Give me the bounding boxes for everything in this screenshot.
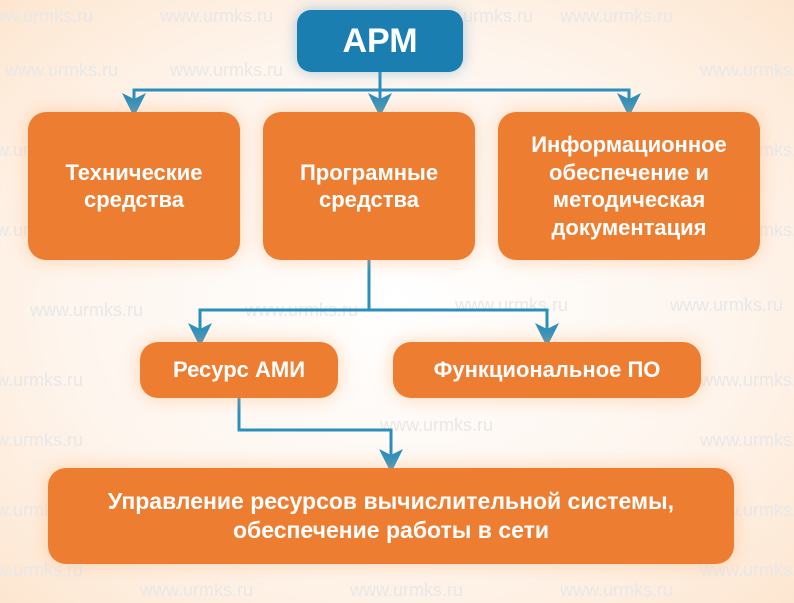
node-tech-label: Технические средства [42, 159, 226, 214]
node-root-label: АРМ [342, 20, 417, 63]
node-info-label: Информационное обеспечение и методическа… [512, 131, 746, 241]
node-root: АРМ [297, 10, 463, 72]
node-tech: Технические средства [28, 112, 240, 260]
node-mgmt: Управление ресурсов вычислительной систе… [48, 468, 734, 564]
node-mgmt-label: Управление ресурсов вычислительной систе… [62, 487, 720, 545]
node-ami: Ресурс АМИ [140, 342, 338, 398]
node-soft-label: Програмные средства [277, 159, 461, 214]
node-funcpo: Функциональное ПО [393, 342, 701, 398]
node-ami-label: Ресурс АМИ [173, 356, 305, 384]
node-info: Информационное обеспечение и методическа… [498, 112, 760, 260]
node-soft: Програмные средства [263, 112, 475, 260]
node-funcpo-label: Функциональное ПО [434, 356, 661, 384]
